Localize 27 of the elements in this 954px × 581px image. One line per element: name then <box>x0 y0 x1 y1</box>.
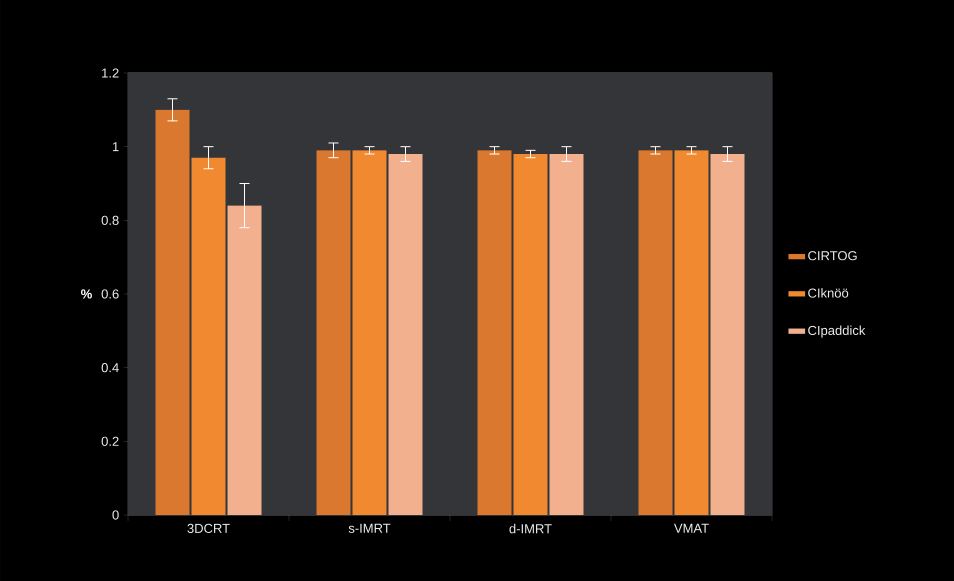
bar <box>156 110 190 515</box>
bar <box>478 150 512 515</box>
bar <box>388 154 423 515</box>
legend-label: CIknöö <box>808 288 848 298</box>
bar <box>228 206 262 515</box>
bar <box>514 154 548 515</box>
bar <box>316 150 350 515</box>
bar <box>674 150 708 515</box>
y-axis-title: % <box>81 289 92 299</box>
y-tick-label: 0.6 <box>102 289 119 299</box>
y-tick-label: 1.2 <box>102 68 119 78</box>
y-tick-label: 0.4 <box>102 363 119 372</box>
y-tick-label: 0.2 <box>102 436 119 446</box>
bar <box>710 154 744 515</box>
y-tick-label: 1 <box>112 142 119 152</box>
x-tick-label: VMAT <box>674 524 709 533</box>
bar <box>192 158 226 515</box>
bar <box>352 150 387 515</box>
y-tick-label: 0 <box>112 510 119 520</box>
legend-label: CIpaddick <box>808 326 866 338</box>
bar <box>550 154 584 515</box>
x-tick-label: s-IMRT <box>348 524 390 533</box>
y-tick-label: 0.8 <box>102 216 119 225</box>
legend-label: CIRTOG <box>808 251 857 260</box>
x-tick-label: 3DCRT <box>187 524 230 533</box>
bar <box>638 150 672 515</box>
x-tick-label: d-IMRT <box>510 524 552 534</box>
